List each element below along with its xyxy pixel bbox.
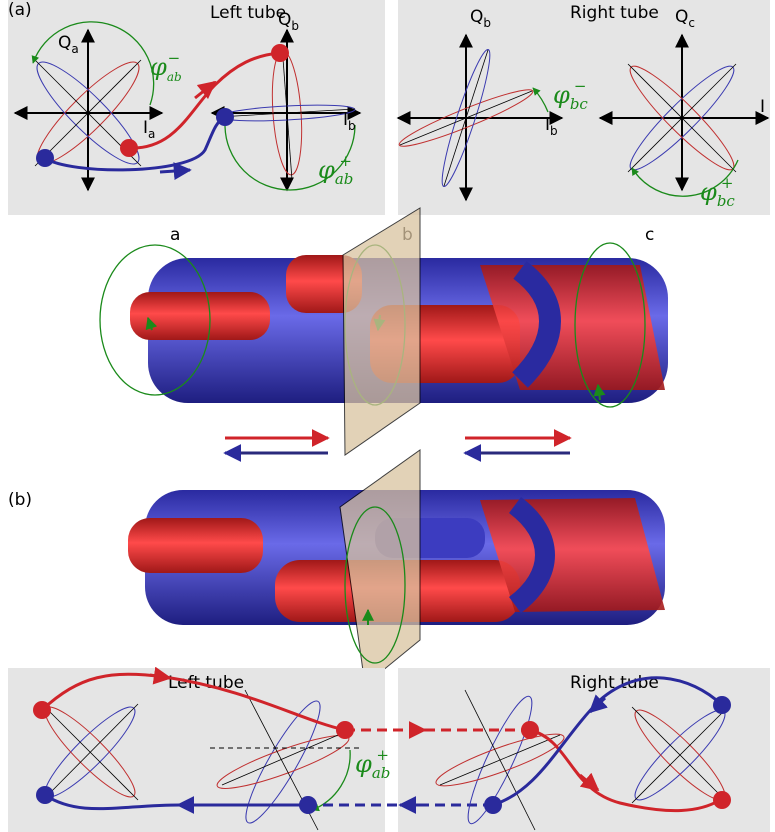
axis-letter: I bbox=[760, 97, 765, 117]
position-label: a bbox=[170, 225, 180, 245]
axis-letter: Q bbox=[470, 7, 483, 27]
panel-label: (a) bbox=[8, 0, 32, 20]
phase-sub: bc bbox=[570, 95, 589, 113]
phase-sup: + bbox=[339, 152, 352, 170]
axis-letter: Q bbox=[675, 7, 688, 27]
axis-sub: c bbox=[688, 16, 695, 30]
axis-letter: Q bbox=[58, 33, 71, 53]
phase-sup: − bbox=[574, 77, 587, 95]
phase-symbol: φ bbox=[150, 53, 167, 81]
phase-sub: bc bbox=[717, 192, 736, 210]
axis-sub: a bbox=[148, 127, 155, 141]
tube-render bbox=[100, 208, 668, 455]
axis-sub: b bbox=[483, 16, 491, 30]
tube-render bbox=[128, 450, 665, 685]
position-label: c bbox=[645, 225, 654, 245]
phase-sub: ab bbox=[372, 764, 391, 782]
axis-sub: b bbox=[550, 124, 558, 138]
axis-sub: b bbox=[291, 19, 299, 33]
panel-title: Right tube bbox=[570, 3, 659, 23]
axis-label: I bbox=[760, 97, 765, 117]
axis-sub: a bbox=[71, 42, 78, 56]
phase-sup: + bbox=[721, 174, 734, 192]
panel-label: (b) bbox=[8, 490, 32, 510]
panel-title: Left tube bbox=[168, 673, 244, 693]
phase-symbol: φ bbox=[553, 81, 570, 109]
phase-symbol: φ bbox=[318, 156, 335, 184]
axis-letter: Q bbox=[278, 10, 291, 30]
phase-sup: − bbox=[168, 49, 181, 67]
phase-sup: + bbox=[376, 746, 389, 764]
phase-symbol: φ bbox=[355, 750, 372, 778]
phase-symbol: φ bbox=[700, 178, 717, 206]
phase-label: φab − bbox=[150, 49, 182, 84]
figure: (a) Left tube Right tube Qa Ia φab− Qb I… bbox=[0, 0, 775, 832]
phase-sub: ab bbox=[335, 170, 354, 188]
axis-sub: b bbox=[348, 119, 356, 133]
phase-sub: ab bbox=[167, 70, 182, 84]
panel-title: Left tube bbox=[210, 3, 286, 23]
